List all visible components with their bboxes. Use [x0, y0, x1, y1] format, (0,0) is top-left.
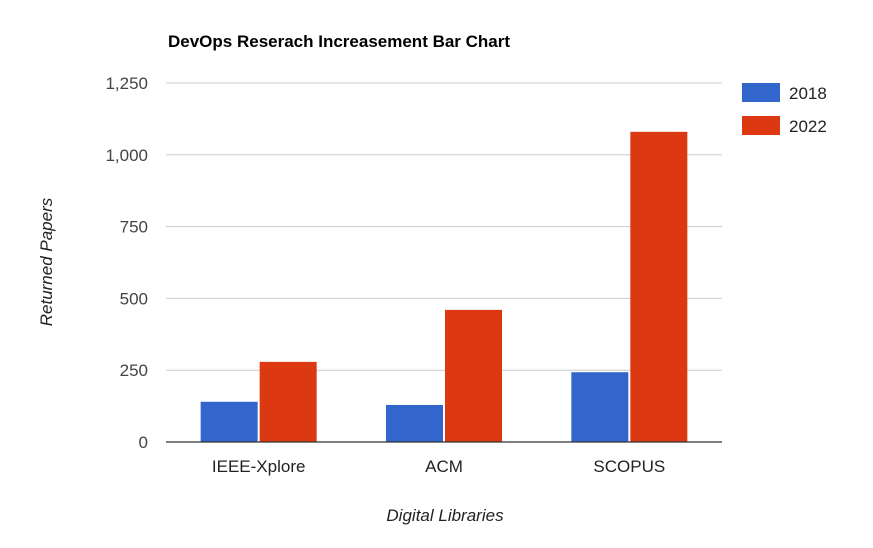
x-tick-label: SCOPUS [593, 457, 665, 476]
x-axis-ticks: IEEE-Xplore ACM SCOPUS [212, 457, 665, 476]
y-tick-label: 0 [139, 433, 148, 452]
chart-title: DevOps Reserach Increasement Bar Chart [168, 32, 510, 51]
y-tick-label: 500 [120, 289, 148, 308]
bar-2022-ieee-xplore [259, 361, 317, 442]
legend-label: 2018 [789, 84, 827, 103]
legend-swatch-2022 [742, 116, 780, 135]
x-tick-label: IEEE-Xplore [212, 457, 306, 476]
bar-2022-acm [445, 309, 502, 442]
bar-2018-scopus [571, 372, 629, 442]
legend: 2018 2022 [742, 83, 827, 136]
y-tick-label: 1,000 [105, 146, 148, 165]
y-axis-label: Returned Papers [37, 197, 56, 326]
bar-2018-ieee-xplore [200, 401, 258, 442]
bar-2022-scopus [630, 131, 688, 442]
y-tick-label: 250 [120, 361, 148, 380]
x-tick-label: ACM [425, 457, 463, 476]
bars [200, 131, 688, 442]
legend-swatch-2018 [742, 83, 780, 102]
legend-label: 2022 [789, 117, 827, 136]
y-axis-ticks: 0 250 500 750 1,000 1,250 [105, 74, 148, 452]
x-axis-label: Digital Libraries [386, 506, 504, 525]
bar-2018-acm [386, 404, 443, 442]
y-tick-label: 750 [120, 218, 148, 237]
gridlines [166, 82, 722, 371]
y-tick-label: 1,250 [105, 74, 148, 93]
